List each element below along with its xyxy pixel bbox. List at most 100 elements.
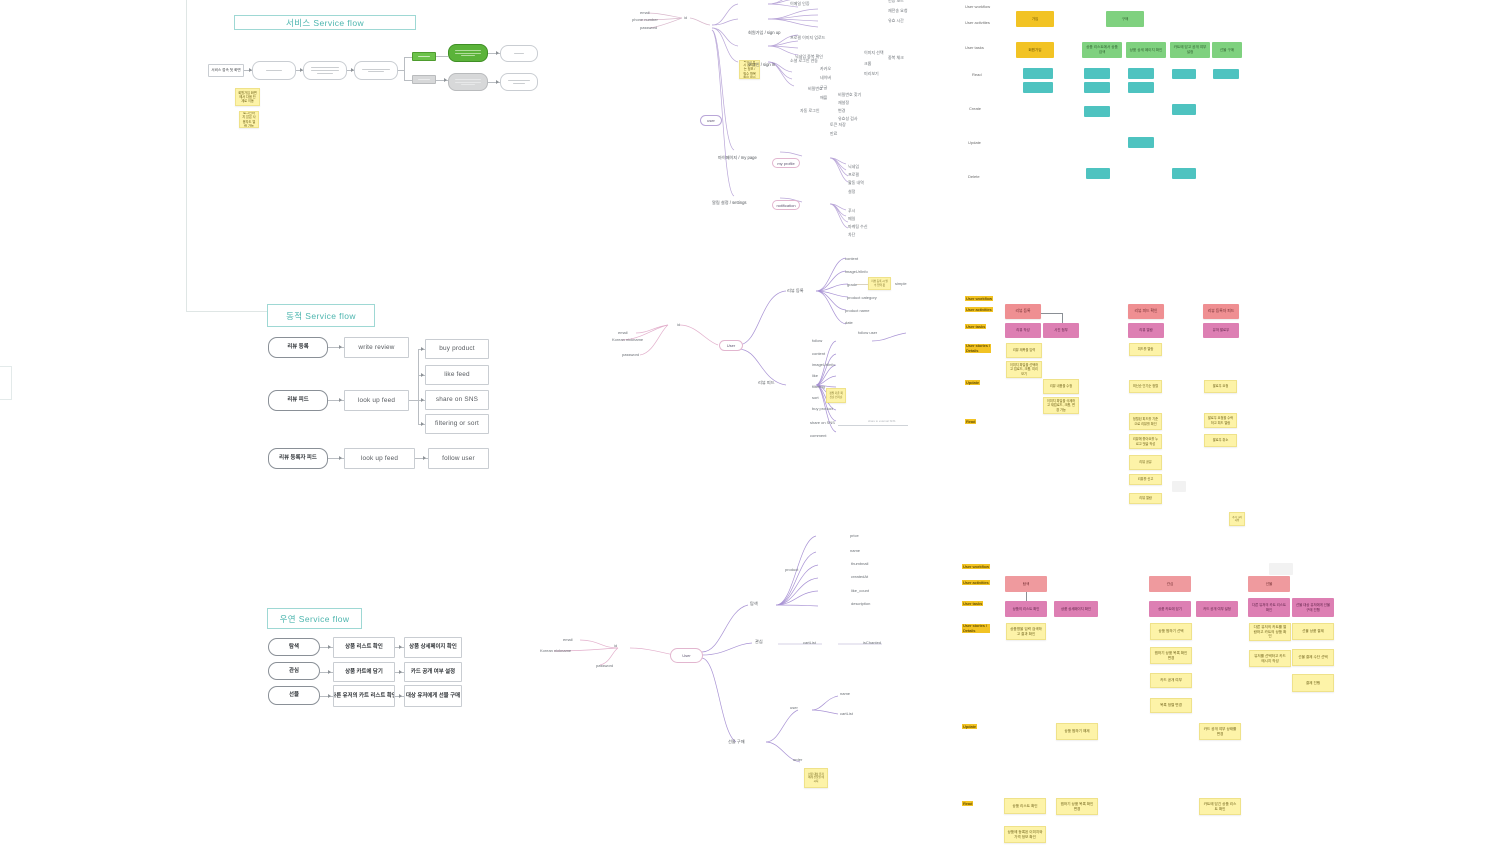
smmid-c3-detail-2[interactable]: 팔로우 요청을 수락하고 피드 열람 — [1204, 413, 1237, 428]
smbot-c1-task-1[interactable]: 상품의 리스트 확인 — [1005, 601, 1047, 617]
sf1-trigger-review-feed[interactable]: 리뷰 피드 — [268, 390, 328, 411]
ia-node-product-detail[interactable] — [448, 73, 488, 91]
smbot-c2-activity[interactable]: 관심 — [1149, 576, 1191, 592]
sf1-outcome-filtering-sort[interactable]: filtering or sort — [425, 414, 489, 434]
mmmid-note-sort[interactable]: 정렬 기준 최신순 인기순 — [826, 388, 846, 403]
smbot-c1-task-2[interactable]: 상품 상세페이지 확인 — [1054, 601, 1098, 617]
smtop-task-detail[interactable]: 상품 상세 페이지 확인 — [1126, 42, 1166, 58]
smmid-c1-update-2[interactable]: 이미지 파일을 삭제하고 재업로드, 크롭, 변경 가능 — [1043, 397, 1079, 414]
smmid-corner-note[interactable]: 추가 고려 사항 — [1229, 512, 1245, 526]
smtop-activity-purchase[interactable]: 구매 — [1106, 11, 1144, 27]
mmtop-node-myprofile[interactable]: my profile — [772, 158, 800, 168]
smmid-c3-detail-1[interactable]: 팔로우 요청 — [1204, 380, 1237, 393]
sf2-step-product-list[interactable]: 상품 리스트 확인 — [333, 637, 395, 658]
smbot-c2-detail-3[interactable]: 카드 공개 여부 — [1150, 673, 1192, 688]
smbot-c3-detail-3[interactable]: 선물 상품 결제 — [1292, 623, 1334, 640]
smmid-c1-task-1[interactable]: 리뷰 작성 — [1005, 323, 1041, 338]
smmid-c2-detail-6[interactable]: 리뷰를 신고 — [1129, 474, 1162, 485]
smbot-c3-activity[interactable]: 선물 — [1248, 576, 1290, 592]
smmid-c2-detail-1[interactable]: 피드를 열람 — [1129, 343, 1162, 356]
sf1-outcome-like-feed[interactable]: like feed — [425, 365, 489, 385]
smbot-c3-detail-4[interactable]: 선물 결제 수단 선택 — [1292, 649, 1334, 666]
smtop-task-gift[interactable]: 선물 구매 — [1212, 42, 1242, 58]
mmmid-note-grade[interactable]: 리뷰 등록 시 필수 입력 값 — [868, 277, 891, 290]
ia-node-login[interactable] — [252, 61, 296, 80]
ia-node-purchase[interactable] — [500, 73, 538, 91]
smtop-read-card-1[interactable] — [1023, 68, 1053, 79]
sf2-result-product-detail[interactable]: 상품 상세페이지 확인 — [404, 637, 462, 658]
smmid-c2-activity[interactable]: 리뷰 피드 확인 — [1128, 304, 1164, 319]
smbot-c2-extra-read[interactable]: 찜하기 상품 목록 확인 변경 — [1056, 798, 1098, 815]
sf1-trigger-review-register[interactable]: 리뷰 등록 — [268, 337, 328, 358]
mmtop-center-note[interactable]: 회원가입 시 입력받는 정보 / 필수 항목 확인 필요 — [739, 60, 760, 79]
ia-node-write-review[interactable] — [412, 52, 436, 61]
smtop-task-cart[interactable]: 카트에 담고 공개 여부 설정 — [1170, 42, 1210, 58]
ia-node-signup[interactable] — [303, 61, 347, 80]
sf1-outcome-buy-product[interactable]: buy product — [425, 339, 489, 359]
smtop-update-card-1[interactable] — [1128, 137, 1154, 148]
ia-node-mainfeed[interactable] — [354, 61, 398, 80]
mmmid-root-user[interactable]: User — [719, 340, 743, 351]
smbot-c3-blank-card[interactable] — [1269, 563, 1293, 575]
sf2-trigger-gift[interactable]: 선물 — [268, 686, 320, 705]
smmid-c1-activity[interactable]: 리뷰 등록 — [1005, 304, 1041, 319]
smbot-c1-read-1[interactable]: 상품 리스트 확인 — [1004, 798, 1046, 814]
sf1-outcome-share-sns[interactable]: share on SNS — [425, 390, 489, 410]
sf2-result-gift-purchase[interactable]: 선물 대상 유저에게 선물 구매 진행 — [404, 685, 462, 707]
smbot-c3-task-1[interactable]: 다른 유저의 카트 리스트 확인 — [1248, 598, 1290, 617]
smtop-read-card-6[interactable] — [1128, 82, 1154, 93]
smbot-c3-task-2[interactable]: 선물 대상 유저에게 선물 구매 진행 — [1292, 598, 1334, 617]
smbot-c3-detail-1[interactable]: 다른 유저의 카트를 열람하고 카트의 상품 확인 — [1249, 623, 1291, 641]
sf1-step-look-up-feed-2[interactable]: look up feed — [344, 448, 415, 469]
ia-node-entry[interactable]: 서비스 접속 첫 화면 — [208, 64, 244, 77]
smtop-delete-card-2[interactable] — [1172, 168, 1196, 179]
smtop-create-card-2[interactable] — [1172, 104, 1196, 115]
smtop-create-card-1[interactable] — [1084, 106, 1110, 117]
smmid-c2-detail-2[interactable]: 최신순 인기순 정렬 — [1129, 380, 1162, 393]
mmtop-root-user[interactable]: user — [700, 115, 722, 126]
mmbot-note-order[interactable]: 선물 대상 유저에게 전달될 메시지 — [804, 768, 828, 788]
ia-node-review-detail[interactable] — [448, 44, 488, 62]
smbot-c3-detail-5[interactable]: 결제 진행 — [1292, 674, 1334, 692]
smmid-c1-update-1[interactable]: 리뷰 내용을 수정 — [1043, 379, 1079, 394]
smtop-read-card-5[interactable] — [1128, 68, 1154, 79]
smmid-c3-detail-3[interactable]: 팔로우 취소 — [1204, 434, 1237, 447]
smmid-c2-blank-card[interactable] — [1172, 481, 1186, 492]
smbot-c2-read-1[interactable]: 카트에 담긴 상품 리스트 확인 — [1199, 798, 1241, 815]
smtop-read-card-3[interactable] — [1084, 68, 1110, 79]
smtop-read-card-4[interactable] — [1084, 82, 1110, 93]
smbot-c1-activity[interactable]: 탐색 — [1005, 576, 1047, 592]
smbot-c2-detail-2[interactable]: 찜하기 상품 목록 확인 변경 — [1150, 647, 1192, 664]
sf1-step-look-up-feed[interactable]: look up feed — [344, 390, 409, 411]
smtop-task-search[interactable]: 상품 리스트에서 상품 검색 — [1082, 42, 1122, 58]
smtop-read-card-7[interactable] — [1172, 69, 1196, 79]
smmid-c2-detail-5[interactable]: 리뷰 공유 — [1129, 455, 1162, 470]
smmid-c1-task-2[interactable]: 사진 첨부 — [1043, 323, 1079, 338]
smtop-read-card-8[interactable] — [1213, 69, 1239, 79]
smbot-c1-read-2[interactable]: 상품에 등록된 이미지와 가격 정보 확인 — [1004, 826, 1046, 843]
smbot-c1-detail-1[interactable]: 상품명을 입력 검색하고 결과 확인 — [1006, 623, 1046, 640]
sf1-trigger-reviewer-feed[interactable]: 리뷰 등록자 피드 — [268, 448, 328, 469]
smmid-c2-detail-3[interactable]: 정렬된 피드를 기준으로 리뷰를 확인 — [1129, 413, 1162, 430]
ia-node-product-search[interactable] — [412, 75, 436, 84]
sf1-step-write-review[interactable]: write review — [344, 337, 409, 358]
smmid-c3-task-1[interactable]: 유저 팔로우 — [1203, 323, 1239, 338]
smtop-task-signup[interactable]: 회원가입 — [1016, 42, 1054, 58]
ia-node-complete[interactable] — [500, 45, 538, 62]
smmid-c1-detail-2[interactable]: 이미지 파일을 선택하고 업로드, 크롭, 미리보기 — [1006, 361, 1042, 378]
smmid-c2-task-1[interactable]: 리뷰 열람 — [1128, 323, 1164, 338]
smbot-c2-update-1[interactable]: 카드 공개 여부 상태를 변경 — [1199, 723, 1241, 740]
smbot-c2-task-2[interactable]: 카드 공개 여부 설정 — [1196, 601, 1238, 617]
smbot-c2-detail-4[interactable]: 목록 정렬 변경 — [1150, 698, 1192, 713]
smbot-c2-detail-1[interactable]: 상품 찜하기 선택 — [1150, 623, 1192, 640]
sf2-trigger-explore[interactable]: 탐색 — [268, 638, 320, 656]
ia-sticky-note-2[interactable]: 로그인하지 않은 사용자도 열람 가능 — [239, 111, 259, 128]
smmid-c3-activity[interactable]: 리뷰 등록자 피드 — [1203, 304, 1239, 319]
sf1-outcome-follow-user[interactable]: follow user — [428, 448, 489, 469]
mmtop-node-notification[interactable]: notification — [772, 200, 800, 210]
sf2-trigger-interest[interactable]: 관심 — [268, 662, 320, 680]
smmid-c2-detail-4[interactable]: 리뷰에 좋아요를 누르고 댓글 작성 — [1129, 434, 1162, 449]
smbot-c1-update-1[interactable]: 상품 찜하기 해제 — [1056, 723, 1098, 740]
ia-sticky-note-1[interactable]: 회원가입 화면에서 다음 단계로 이동 — [235, 88, 260, 106]
